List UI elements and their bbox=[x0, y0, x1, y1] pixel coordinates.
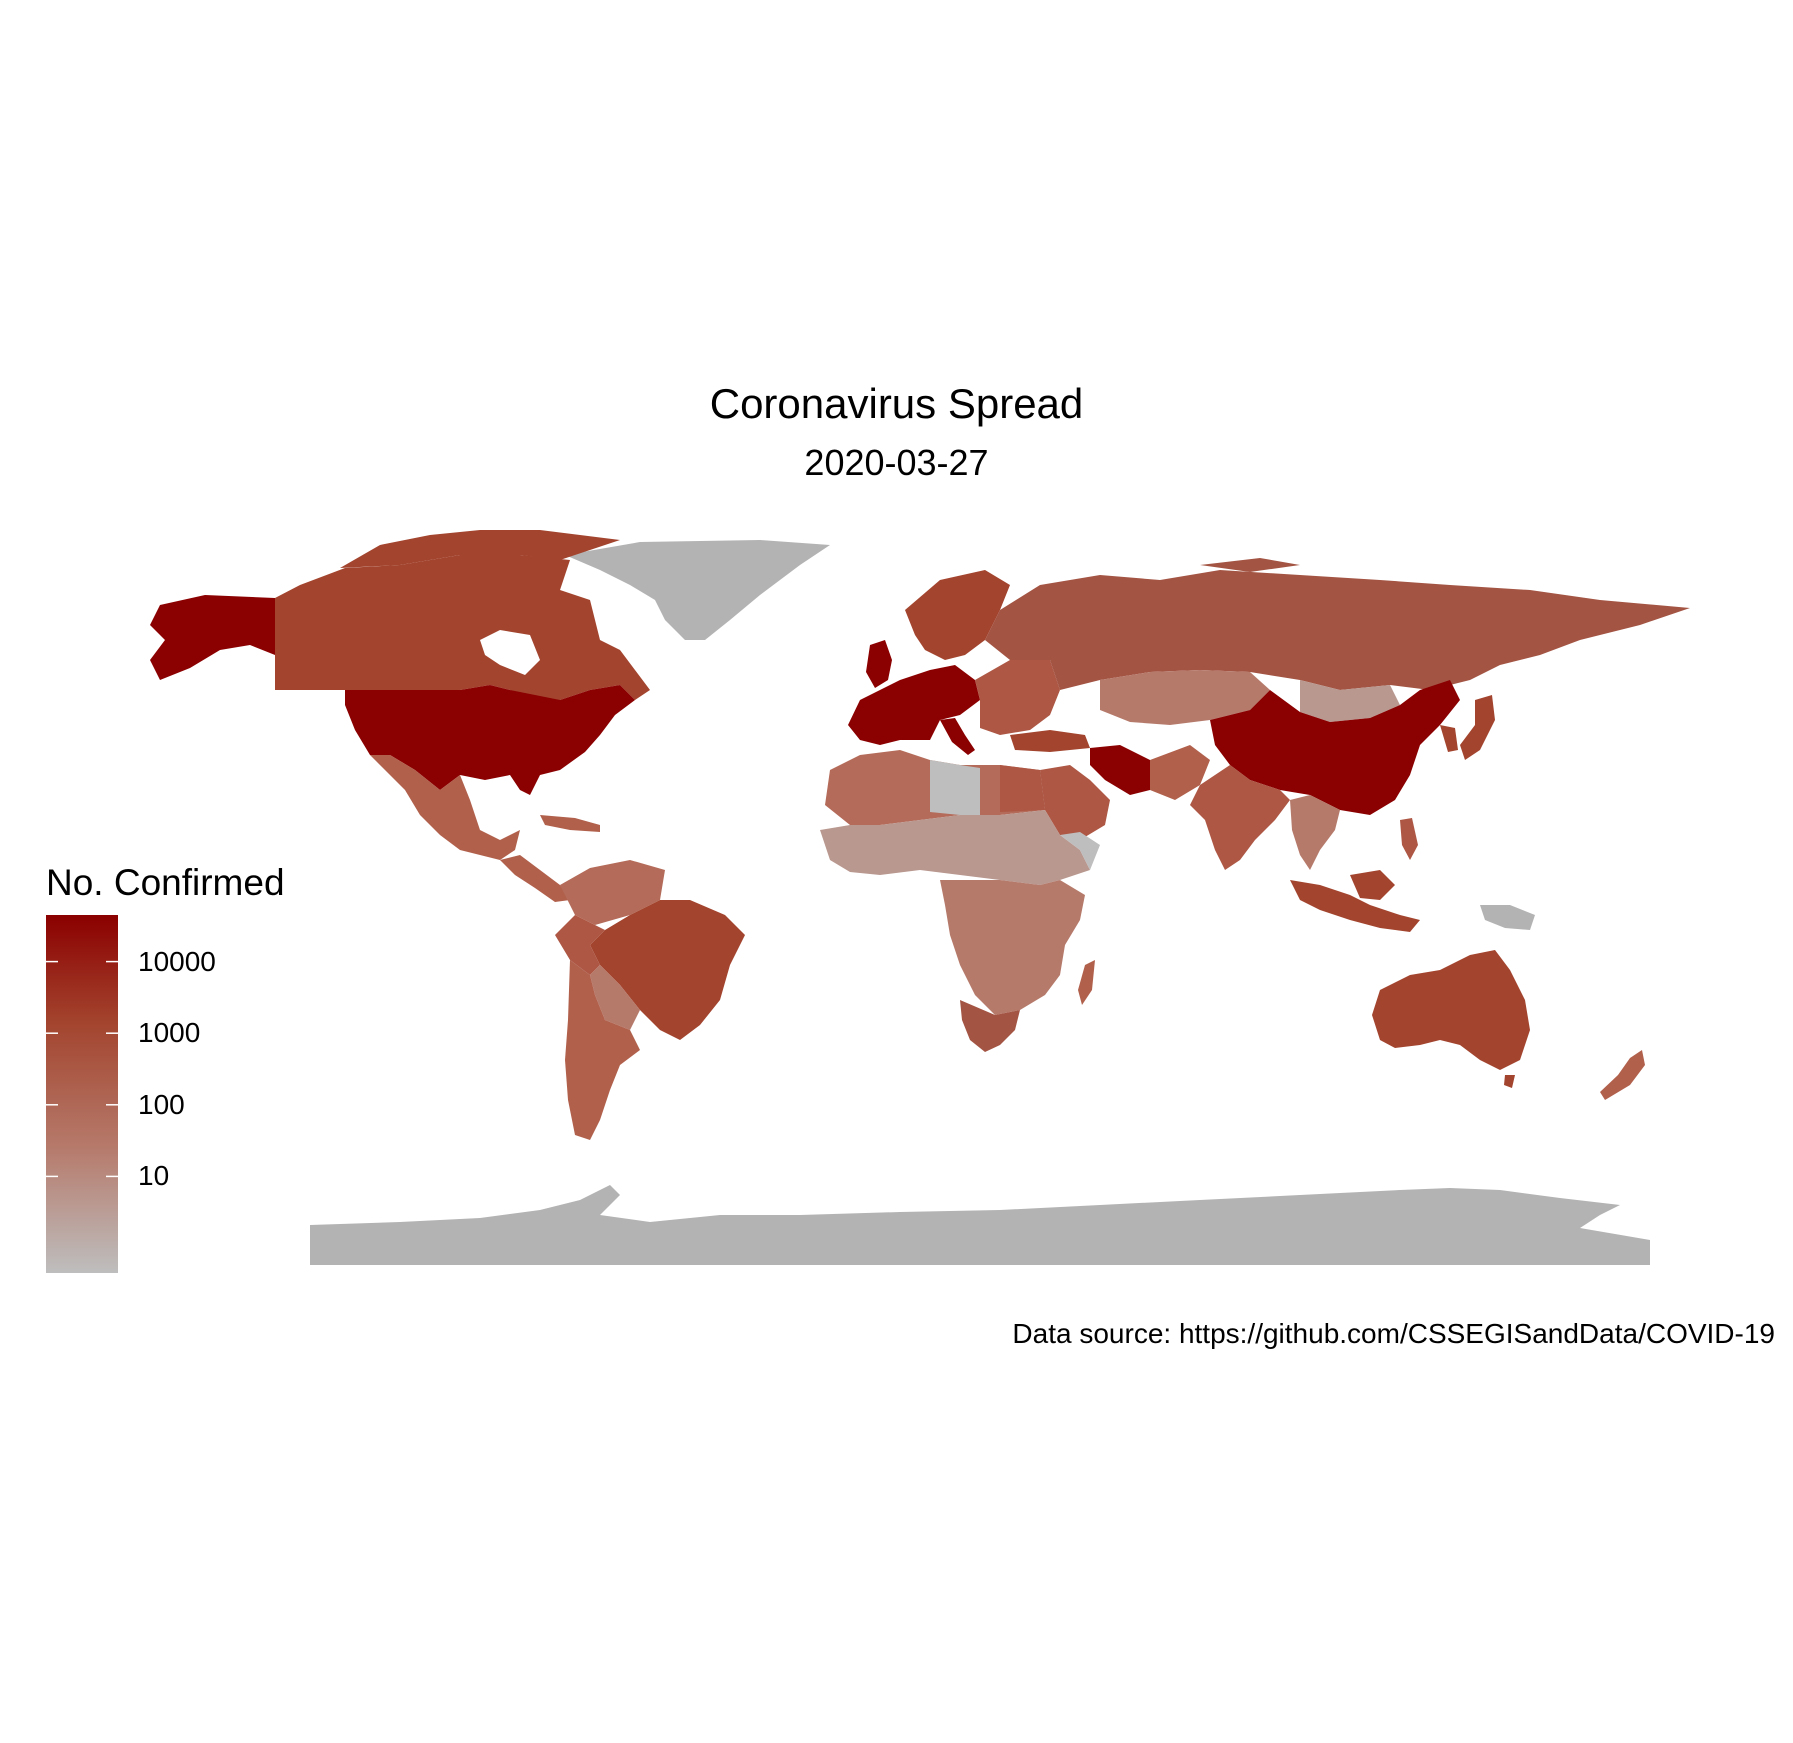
region-brazil bbox=[590, 900, 745, 1040]
region-uk bbox=[866, 640, 892, 688]
region-western-europe bbox=[848, 665, 980, 745]
region-turkey bbox=[1010, 730, 1090, 752]
region-china bbox=[1210, 680, 1460, 815]
region-canada bbox=[275, 555, 650, 700]
region-egypt bbox=[1000, 765, 1045, 812]
region-greenland bbox=[565, 540, 830, 640]
region-philippines bbox=[1400, 818, 1418, 860]
region-mexico bbox=[370, 755, 520, 860]
region-peru-ecuador bbox=[555, 915, 605, 975]
region-colombia-venezuela bbox=[560, 860, 665, 925]
region-central-east-africa bbox=[940, 880, 1085, 1015]
hudson-bay bbox=[480, 630, 540, 675]
legend-tick-label: 10 bbox=[138, 1160, 170, 1192]
region-argentina-chile bbox=[565, 960, 640, 1140]
region-russia bbox=[985, 570, 1690, 690]
region-new-zealand bbox=[1600, 1050, 1645, 1100]
region-borneo bbox=[1350, 870, 1395, 900]
region-southeast-asia bbox=[1290, 795, 1340, 870]
legend-title: No. Confirmed bbox=[46, 862, 285, 903]
data-source-caption: Data source: https://github.com/CSSEGISa… bbox=[1012, 1318, 1775, 1349]
region-new-guinea bbox=[1480, 905, 1535, 930]
region-korea bbox=[1440, 725, 1458, 752]
region-scandinavia bbox=[905, 570, 1010, 660]
map-title: Coronavirus Spread bbox=[709, 380, 1084, 427]
region-alaska bbox=[150, 595, 275, 680]
region-malaysia-indonesia bbox=[1290, 880, 1420, 932]
region-australia bbox=[1372, 950, 1530, 1070]
region-mongolia bbox=[1300, 680, 1400, 722]
region-canada-islands bbox=[340, 530, 620, 568]
region-madagascar bbox=[1078, 960, 1095, 1005]
region-southern-africa bbox=[960, 1000, 1020, 1052]
region-afghanistan-pakistan bbox=[1150, 745, 1210, 800]
region-libya bbox=[930, 760, 980, 815]
legend-tick-label: 10000 bbox=[138, 945, 216, 977]
region-horn-africa bbox=[1060, 832, 1100, 870]
legend-color-bar bbox=[46, 915, 118, 1273]
region-arabia bbox=[1040, 765, 1110, 840]
map-subtitle: 2020-03-27 bbox=[804, 442, 989, 483]
region-antarctica bbox=[310, 1185, 1650, 1265]
region-caribbean bbox=[540, 815, 600, 832]
region-eastern-europe bbox=[975, 660, 1060, 735]
region-india bbox=[1190, 765, 1290, 870]
region-west-africa bbox=[820, 810, 1090, 885]
region-kazakhstan bbox=[1100, 670, 1270, 725]
region-japan bbox=[1460, 695, 1495, 760]
region-iran bbox=[1090, 745, 1150, 795]
region-tasmania bbox=[1504, 1075, 1515, 1088]
region-italy bbox=[940, 718, 975, 755]
region-united-states bbox=[345, 685, 635, 795]
region-russia-islands bbox=[1200, 558, 1300, 572]
legend-ticks bbox=[46, 960, 118, 1178]
legend-tick-label: 1000 bbox=[138, 1017, 201, 1049]
region-central-america bbox=[500, 855, 570, 902]
legend-tick-label: 100 bbox=[138, 1088, 185, 1120]
